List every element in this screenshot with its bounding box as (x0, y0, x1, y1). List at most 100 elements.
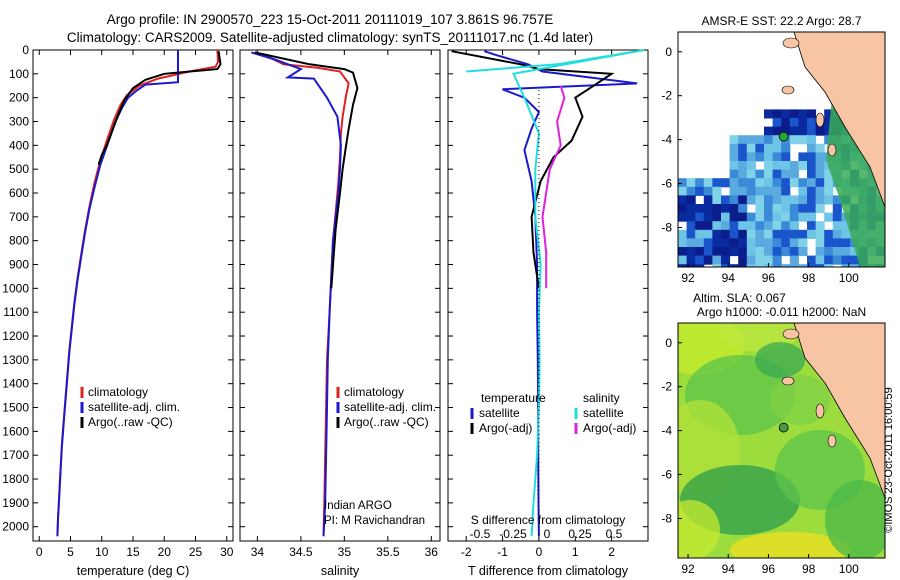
sst-cell (721, 195, 731, 205)
sst-cell (781, 161, 791, 171)
sst-cell (712, 186, 722, 196)
sst-cell (824, 255, 834, 265)
sst-cell (755, 204, 765, 214)
sst_map-island (815, 112, 825, 128)
sst-cell (721, 264, 731, 267)
sst_map-xtick-label: 96 (762, 271, 776, 285)
sst-cell (884, 161, 885, 171)
sst-cell (764, 135, 774, 145)
temperature-xtick-label: 15 (126, 545, 140, 559)
sst-cell (755, 135, 765, 145)
sst-cell (746, 161, 756, 171)
sst-cell (678, 204, 688, 214)
sla_map-island (815, 403, 825, 419)
sst-cell (798, 229, 808, 239)
sst-cell (764, 238, 774, 248)
sst-cell (824, 247, 834, 257)
sst-cell (807, 221, 817, 231)
sst-cell (815, 169, 825, 179)
sst-cell (807, 135, 817, 145)
sst-cell (807, 186, 817, 196)
temperature-ytick-label: 400 (9, 138, 29, 152)
sst-cell (738, 264, 748, 267)
sst-cell (798, 204, 808, 214)
sst-cell (764, 186, 774, 196)
sst-cell (738, 212, 748, 222)
sst-cell (738, 229, 748, 239)
sst-cell (703, 247, 713, 257)
sst-cell (772, 135, 782, 145)
sst-cell (764, 229, 774, 239)
salinity-annotation: Indian ARGO (324, 500, 392, 512)
sst-cell (815, 143, 825, 153)
sst-cell (712, 204, 722, 214)
sst-cell (815, 229, 825, 239)
sst-cell (824, 212, 834, 222)
temperature-ytick-label: 1800 (2, 472, 29, 486)
sst-cell (729, 178, 739, 188)
sst-cell (764, 152, 774, 162)
sst-cell (884, 178, 885, 188)
sst_map-ytick-label: -4 (661, 133, 672, 147)
sst-cell (729, 169, 739, 179)
sst-cell (824, 238, 834, 248)
temperature-legend-label: Argo(..raw -QC) (88, 415, 173, 429)
sst-cell (729, 143, 739, 153)
sst-cell (798, 212, 808, 222)
sst-cell (781, 247, 791, 257)
sst-cell (815, 247, 825, 257)
temperature-series-satellite (56, 50, 179, 537)
sst-cell (798, 118, 808, 128)
sst_map-xtick-label: 100 (839, 271, 859, 285)
sst-cell (772, 204, 782, 214)
sst-cell (695, 238, 705, 248)
differences-xtick-label: -2 (461, 545, 472, 559)
sst-cell (686, 204, 696, 214)
sst-cell (884, 135, 885, 145)
sst-cell (841, 238, 851, 248)
sst-cell (807, 143, 817, 153)
sst-cell (703, 221, 713, 231)
sst-cell (772, 161, 782, 171)
sst-cell (832, 212, 842, 222)
sst-cell (772, 143, 782, 153)
sst-cell (729, 221, 739, 231)
differences-s-tick-label: 0 (544, 527, 551, 541)
sla_map-ytick-label: -2 (661, 380, 672, 394)
differences-legend-label: Argo(-adj) (479, 421, 532, 435)
sst-cell (729, 247, 739, 257)
temperature-legend-label: climatology (88, 385, 148, 399)
sst-cell (678, 212, 688, 222)
sst-cell (798, 135, 808, 145)
differences-legend-label: Argo(-adj) (583, 421, 636, 435)
sla-field-patch (678, 500, 720, 558)
differences-xtick-label: -1 (497, 545, 508, 559)
differences-s-tick-label: 0.5 (606, 527, 623, 541)
differences-legend-group-temperature: temperature (481, 391, 546, 405)
sst-cell (815, 204, 825, 214)
sst_map-title: AMSR-E SST: 22.2 Argo: 28.7 (701, 14, 861, 28)
sst-cell (807, 212, 817, 222)
header-line-2: Climatology: CARS2009. Satellite-adjuste… (67, 30, 593, 45)
differences-legend-label: satellite (583, 406, 624, 420)
sst-cell (746, 152, 756, 162)
sst-cell (678, 186, 688, 196)
sst-cell (764, 161, 774, 171)
sst-cell (738, 238, 748, 248)
sst-cell (772, 178, 782, 188)
differences-xtick-label: 1 (572, 545, 579, 559)
sst-cell (695, 247, 705, 257)
sst_map-frame (677, 31, 886, 268)
panel-salinity: 34 34.5 35 35.5 36 salinity climatologysatelli… (239, 49, 441, 578)
sla_map-frame (677, 322, 886, 559)
sst-cell (807, 126, 817, 136)
sst-cell (703, 229, 713, 239)
sst-cell (884, 255, 885, 265)
sst-cell (772, 126, 782, 136)
sst-cell (729, 212, 739, 222)
sst-cell (850, 264, 860, 267)
sst-cell (772, 238, 782, 248)
sst-cell (789, 135, 799, 145)
sst-cell (781, 229, 791, 239)
sst-cell (695, 204, 705, 214)
